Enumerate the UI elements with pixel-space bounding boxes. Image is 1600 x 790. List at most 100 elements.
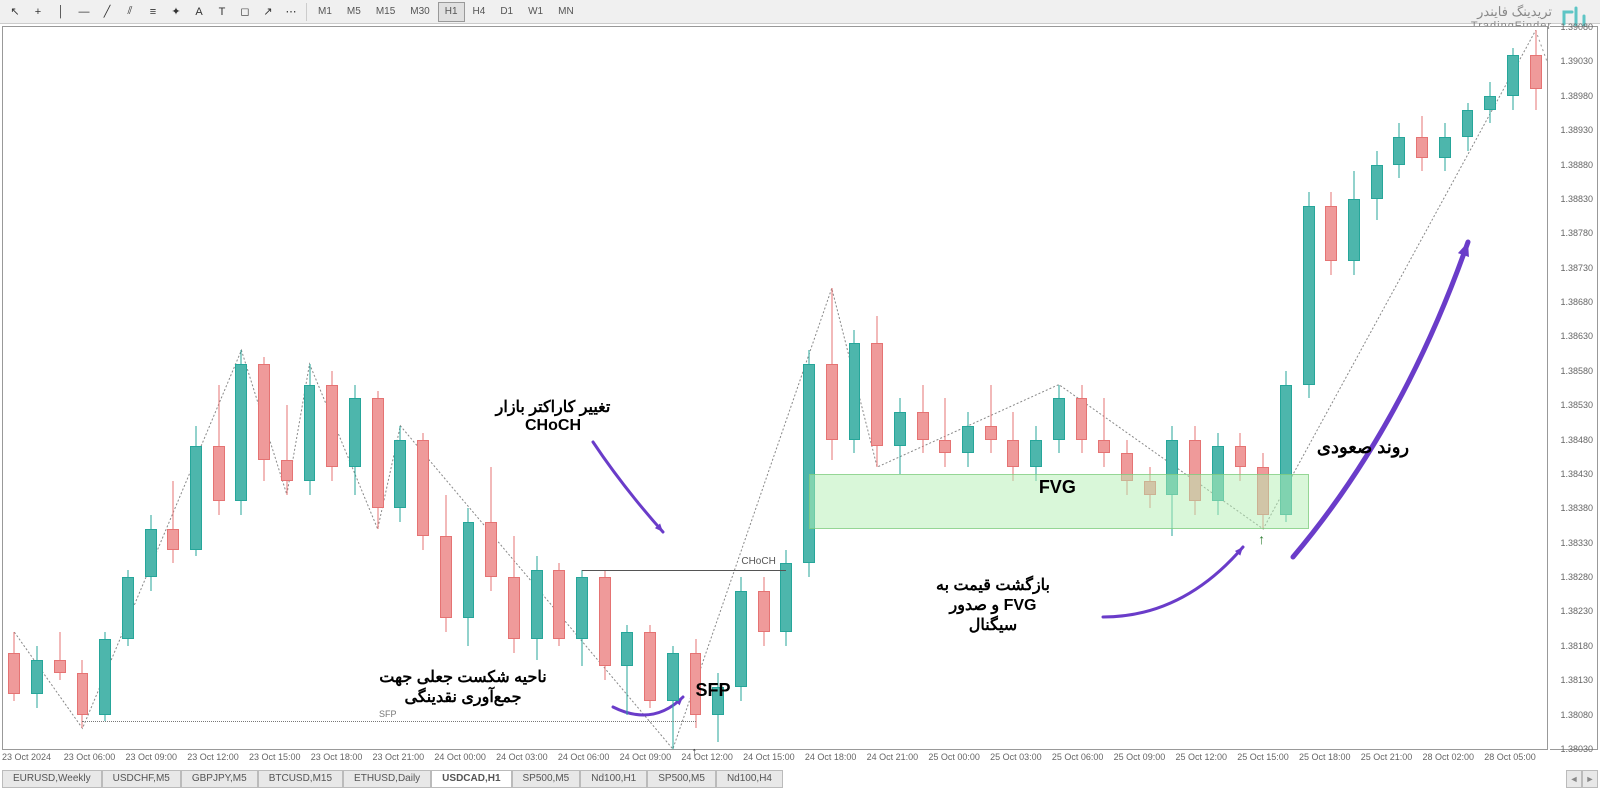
candle (188, 27, 204, 749)
price-axis: 1.390801.390301.389801.389301.388801.388… (1550, 26, 1598, 750)
time-tick: 24 Oct 21:00 (867, 752, 919, 762)
time-tick: 23 Oct 21:00 (373, 752, 425, 762)
time-tick: 25 Oct 15:00 (1237, 752, 1289, 762)
tab-Nd100-H1[interactable]: Nd100,H1 (580, 770, 647, 788)
time-tick: 25 Oct 00:00 (928, 752, 980, 762)
candle (869, 27, 885, 749)
price-tick: 1.38430 (1560, 469, 1593, 479)
tool-shapes[interactable]: ◻ (234, 2, 256, 22)
candle (1505, 27, 1521, 749)
tab-scroll-right[interactable]: ► (1582, 770, 1598, 788)
candle (983, 27, 999, 749)
candle (1187, 27, 1203, 749)
candle (1142, 27, 1158, 749)
time-tick: 23 Oct 06:00 (64, 752, 116, 762)
price-tick: 1.38530 (1560, 400, 1593, 410)
candle (97, 27, 113, 749)
candle (937, 27, 953, 749)
time-tick: 24 Oct 09:00 (620, 752, 672, 762)
candle (1414, 27, 1430, 749)
candle (892, 27, 908, 749)
timeframe-M30[interactable]: M30 (403, 2, 436, 22)
candle (688, 27, 704, 749)
timeframe-M15[interactable]: M15 (369, 2, 402, 22)
candle (29, 27, 45, 749)
time-tick: 24 Oct 18:00 (805, 752, 857, 762)
candle (1051, 27, 1067, 749)
candle (1323, 27, 1339, 749)
timeframe-MN[interactable]: MN (551, 2, 581, 22)
timeframe-W1[interactable]: W1 (521, 2, 550, 22)
price-tick: 1.38130 (1560, 675, 1593, 685)
tool-channel[interactable]: ⫽ (119, 2, 141, 22)
candle (302, 27, 318, 749)
candle (1346, 27, 1362, 749)
tool-gann[interactable]: ✦ (165, 2, 187, 22)
chart-canvas[interactable]: FVG↑CHoCHSFP↑تغییر کاراکتر بازارCHoCHناح… (2, 26, 1548, 750)
time-tick: 25 Oct 06:00 (1052, 752, 1104, 762)
tab-scroll-left[interactable]: ◄ (1566, 770, 1582, 788)
candle (324, 27, 340, 749)
timeframe-M5[interactable]: M5 (340, 2, 368, 22)
tab-BTCUSD-M15[interactable]: BTCUSD,M15 (258, 770, 343, 788)
candle (574, 27, 590, 749)
price-tick: 1.38330 (1560, 538, 1593, 548)
price-tick: 1.38730 (1560, 263, 1593, 273)
candle (665, 27, 681, 749)
candle (778, 27, 794, 749)
tool-crosshair[interactable]: + (27, 2, 49, 22)
tab-EURUSD-Weekly[interactable]: EURUSD,Weekly (2, 770, 102, 788)
timeframe-H1[interactable]: H1 (438, 2, 465, 22)
candle (1255, 27, 1271, 749)
tab-USDCAD-H1[interactable]: USDCAD,H1 (431, 770, 511, 788)
logo-text-fa: تریدینگ فایندر (1471, 4, 1552, 20)
tab-ETHUSD-Daily[interactable]: ETHUSD,Daily (343, 770, 431, 788)
tab-GBPJPY-M5[interactable]: GBPJPY,M5 (181, 770, 258, 788)
fvg-signal-arrow-icon: ↑ (1258, 531, 1265, 547)
candle (6, 27, 22, 749)
tool-more[interactable]: ⋯ (280, 2, 302, 22)
time-tick: 24 Oct 06:00 (558, 752, 610, 762)
tool-text[interactable]: A (188, 2, 210, 22)
tab-Nd100-H4[interactable]: Nd100,H4 (716, 770, 783, 788)
time-tick: 28 Oct 05:00 (1484, 752, 1536, 762)
candle (551, 27, 567, 749)
time-tick: 24 Oct 12:00 (681, 752, 733, 762)
tab-SP500-M5[interactable]: SP500,M5 (512, 770, 581, 788)
candle (1482, 27, 1498, 749)
candle (915, 27, 931, 749)
tool-arrows[interactable]: ↗ (257, 2, 279, 22)
candle (52, 27, 68, 749)
tool-cursor[interactable]: ↖ (4, 2, 26, 22)
candle (597, 27, 613, 749)
candle (438, 27, 454, 749)
time-tick: 25 Oct 03:00 (990, 752, 1042, 762)
tool-hline[interactable]: — (73, 2, 95, 22)
candle (733, 27, 749, 749)
time-tick: 24 Oct 03:00 (496, 752, 548, 762)
candle (1028, 27, 1044, 749)
time-tick: 23 Oct 2024 (2, 752, 51, 762)
timeframe-D1[interactable]: D1 (493, 2, 520, 22)
annotation-text: روند صعودی (1317, 437, 1409, 458)
tab-USDCHF-M5[interactable]: USDCHF,M5 (102, 770, 181, 788)
timeframe-M1[interactable]: M1 (311, 2, 339, 22)
tool-text2[interactable]: T (211, 2, 233, 22)
tool-fib[interactable]: ≡ (142, 2, 164, 22)
time-tick: 25 Oct 21:00 (1361, 752, 1413, 762)
candle (256, 27, 272, 749)
price-tick: 1.38980 (1560, 91, 1593, 101)
candle (415, 27, 431, 749)
timeframe-H4[interactable]: H4 (466, 2, 493, 22)
time-tick: 23 Oct 09:00 (126, 752, 178, 762)
sfp-line (82, 721, 695, 722)
price-tick: 1.38580 (1560, 366, 1593, 376)
candle (1096, 27, 1112, 749)
candle (120, 27, 136, 749)
annotation-text: تغییر کاراکتر بازارCHoCH (496, 397, 611, 435)
tool-vline[interactable]: │ (50, 2, 72, 22)
candle (75, 27, 91, 749)
tab-SP500-M5[interactable]: SP500,M5 (647, 770, 716, 788)
tool-trendline[interactable]: ╱ (96, 2, 118, 22)
candle (710, 27, 726, 749)
